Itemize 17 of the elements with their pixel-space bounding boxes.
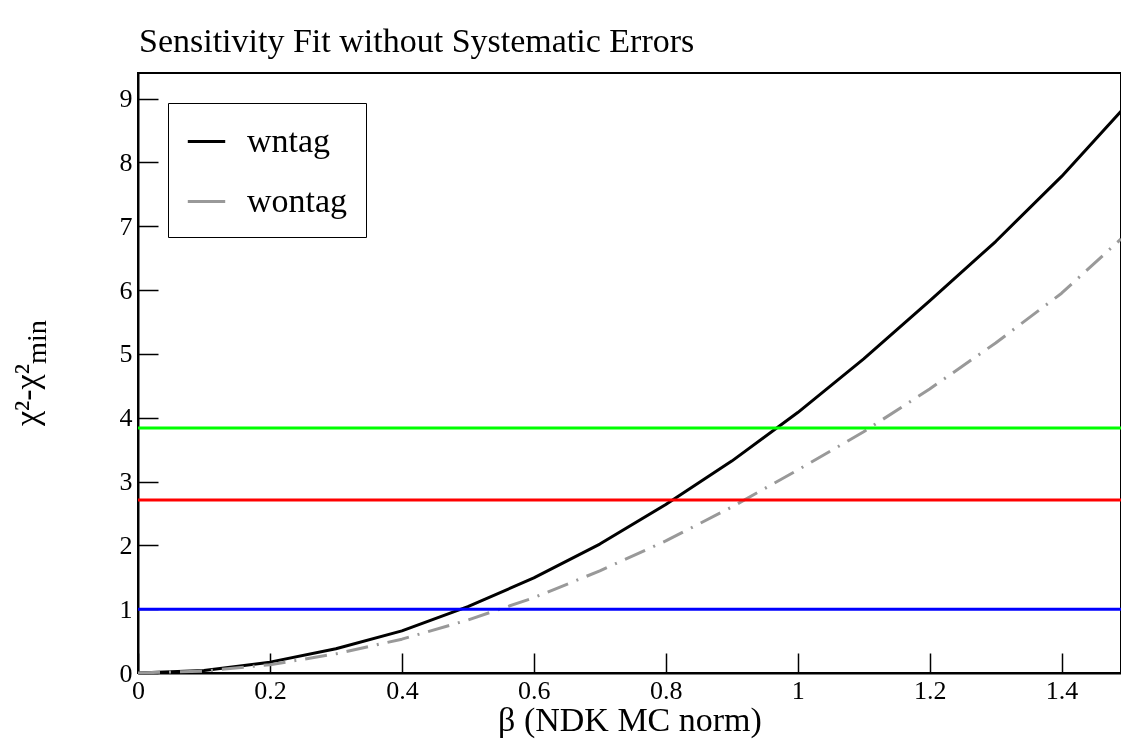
y-tick-label: 7 xyxy=(119,211,133,241)
y-tick-label: 9 xyxy=(119,84,133,114)
y-tick-label: 2 xyxy=(119,530,133,560)
legend-label: wontag xyxy=(247,181,348,219)
y-tick-label: 3 xyxy=(119,467,133,497)
y-tick-label: 6 xyxy=(119,275,133,305)
x-tick-label: 0.2 xyxy=(254,675,287,705)
y-tick-label: 8 xyxy=(119,147,133,177)
y-tick-label: 1 xyxy=(119,594,133,624)
x-tick-label: 1 xyxy=(791,675,805,705)
y-tick-label: 4 xyxy=(119,403,133,433)
legend-label: wntag xyxy=(247,121,331,159)
x-tick-label: 1.4 xyxy=(1045,675,1079,705)
y-tick-label: 5 xyxy=(119,339,133,369)
x-tick-label: 1.2 xyxy=(913,675,947,705)
x-tick-label: 0.4 xyxy=(386,675,419,705)
chart-title: Sensitivity Fit without Systematic Errors xyxy=(139,22,695,59)
